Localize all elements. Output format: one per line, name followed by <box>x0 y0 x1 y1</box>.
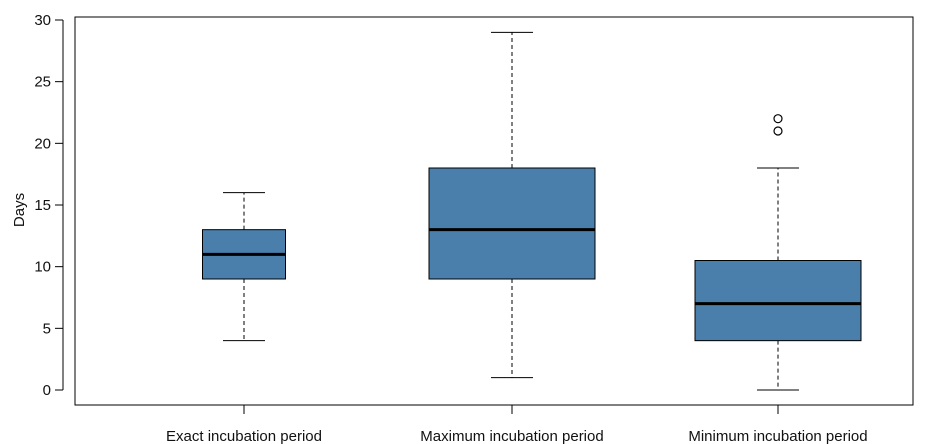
box-group <box>202 31 862 391</box>
plot-frame <box>74 16 914 406</box>
y-tick-label-0: 0 <box>43 382 51 399</box>
y-tick-label-15: 15 <box>34 197 51 214</box>
x-tick-label-2: Maximum incubation period <box>420 428 603 444</box>
box-iqr <box>694 260 862 342</box>
box-iqr <box>428 167 596 280</box>
y-axis-title: Days <box>11 193 28 227</box>
x-tick-label-3: Minimum incubation period <box>688 428 867 444</box>
y-tick-label-20: 20 <box>34 135 51 152</box>
y-tick-label-25: 25 <box>34 74 51 91</box>
x-axis: Exact incubation period Maximum incubatio… <box>166 405 868 444</box>
outlier-point-2 <box>773 114 783 124</box>
outlier-point-1 <box>773 126 783 136</box>
box-1 <box>202 192 286 342</box>
box-3 <box>694 114 862 391</box>
x-tick-label-1: Exact incubation period <box>166 428 322 444</box>
box-2 <box>428 31 596 379</box>
y-tick-label-5: 5 <box>43 320 51 337</box>
y-axis: 0 5 10 15 20 25 30 <box>34 12 64 399</box>
y-tick-label-10: 10 <box>34 259 51 276</box>
y-tick-label-30: 30 <box>34 12 51 29</box>
